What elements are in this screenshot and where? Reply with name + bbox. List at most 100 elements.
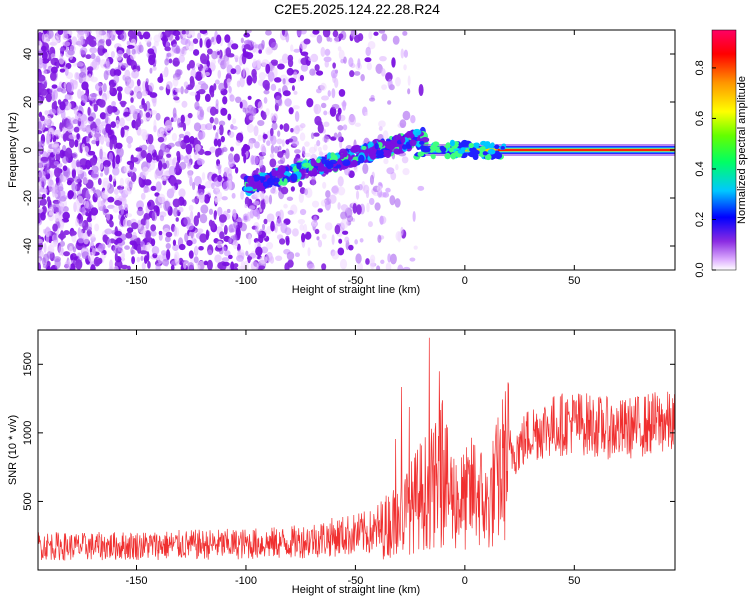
heatmap-cell — [248, 205, 256, 210]
heatmap-cell — [410, 114, 416, 124]
heatmap-cell — [366, 202, 370, 213]
heatmap-cell — [121, 63, 129, 69]
heatmap-cell — [91, 186, 95, 191]
heatmap-cell — [221, 196, 228, 201]
y-tick-label: -40 — [22, 238, 34, 254]
heatmap-cell — [115, 237, 123, 244]
heatmap-cell — [354, 34, 361, 43]
heatmap-cell — [145, 230, 151, 242]
heatmap-cell — [360, 74, 365, 82]
heatmap-cell — [69, 230, 77, 236]
heatmap-cell — [124, 185, 131, 195]
heatmap-cell — [77, 252, 82, 259]
heatmap-cell — [285, 148, 290, 160]
heatmap-cell — [286, 196, 294, 201]
heatmap-cell — [112, 166, 120, 176]
heatmap-cell — [99, 112, 107, 120]
heatmap-cell — [337, 46, 342, 52]
heatmap-cell — [38, 83, 42, 94]
heatmap-cell — [279, 124, 284, 130]
heatmap-cell — [243, 153, 247, 164]
heatmap-cell — [63, 30, 68, 37]
heatmap-cell — [178, 188, 186, 198]
heatmap-cell — [381, 84, 388, 91]
heatmap-cell — [107, 129, 113, 136]
heatmap-cell — [127, 30, 135, 38]
heatmap-cell — [179, 161, 187, 170]
heatmap-cell — [210, 91, 215, 98]
heatmap-cell — [253, 125, 259, 137]
heatmap-cell — [223, 170, 229, 177]
heatmap-cell — [146, 242, 151, 251]
heatmap-cell — [329, 37, 333, 43]
heatmap-cell — [58, 190, 66, 198]
heatmap-cell — [167, 142, 175, 148]
heatmap-cell — [257, 120, 265, 127]
heatmap-cell — [48, 127, 55, 135]
heatmap-cell — [331, 88, 336, 99]
heatmap-cell — [328, 159, 338, 165]
heatmap-cell — [294, 252, 300, 258]
heatmap-cell — [197, 88, 206, 95]
heatmap-cell — [49, 88, 53, 94]
heatmap-cell — [316, 140, 321, 147]
snr-y-ticks: 500 1000 1500 — [22, 352, 675, 511]
heatmap-cell — [361, 145, 367, 150]
heatmap-cell — [469, 147, 477, 153]
heatmap-cell — [277, 151, 284, 158]
heatmap-cell — [346, 215, 354, 223]
heatmap-cell — [290, 128, 294, 133]
heatmap-cell — [332, 185, 340, 195]
heatmap-cell — [364, 111, 369, 116]
heatmap-cell — [218, 82, 225, 92]
heatmap-cell — [407, 75, 411, 86]
heatmap-cell — [139, 250, 148, 255]
heatmap-cell — [217, 138, 222, 148]
heatmap-cell — [213, 197, 221, 203]
heatmap-cell — [484, 154, 492, 161]
heatmap-cell — [244, 203, 248, 209]
heatmap-cell — [142, 135, 148, 141]
heatmap-cell — [399, 119, 407, 129]
heatmap-cell — [247, 256, 253, 261]
heatmap-cell — [166, 153, 172, 158]
heatmap-cell — [204, 180, 212, 189]
snr-plot-area — [38, 330, 675, 570]
heatmap-cell — [85, 159, 91, 170]
heatmap-cell — [269, 153, 275, 159]
heatmap-cell — [194, 143, 201, 152]
colorbar-ticks: 0.0 0.2 0.4 0.6 0.8 — [694, 60, 716, 278]
heatmap-cell — [126, 40, 131, 46]
heatmap-cell — [63, 230, 70, 236]
heatmap-cell — [143, 187, 151, 193]
heatmap-cell — [172, 198, 181, 208]
heatmap-cell — [50, 53, 56, 59]
heatmap-cell — [270, 220, 275, 232]
heatmap-cell — [290, 186, 295, 192]
heatmap-cell — [176, 117, 181, 129]
heatmap-cell — [450, 152, 457, 160]
heatmap-cell — [176, 150, 181, 158]
heatmap-cell — [281, 53, 289, 64]
heatmap-cell — [402, 30, 408, 36]
heatmap-cell — [368, 31, 373, 40]
heatmap-cell — [87, 116, 94, 122]
heatmap-cell — [49, 242, 57, 248]
heatmap-cell — [145, 152, 153, 164]
heatmap-cell — [41, 50, 48, 61]
heatmap-cell — [230, 261, 235, 270]
heatmap-cell — [59, 230, 65, 241]
heatmap-cell — [127, 142, 132, 149]
heatmap-cell — [314, 228, 320, 235]
heatmap-cell — [266, 213, 275, 223]
heatmap-cell — [373, 31, 379, 36]
x-tick-label: 0 — [462, 275, 468, 287]
heatmap-cell — [247, 95, 252, 100]
heatmap-cell — [224, 34, 231, 43]
heatmap-cell — [382, 130, 389, 141]
heatmap-cell — [457, 149, 465, 154]
heatmap-cell — [126, 44, 135, 49]
heatmap-cell — [473, 142, 480, 147]
heatmap-cell — [246, 75, 253, 86]
spectrogram-x-ticks: -150 -100 -50 0 50 — [125, 30, 580, 287]
